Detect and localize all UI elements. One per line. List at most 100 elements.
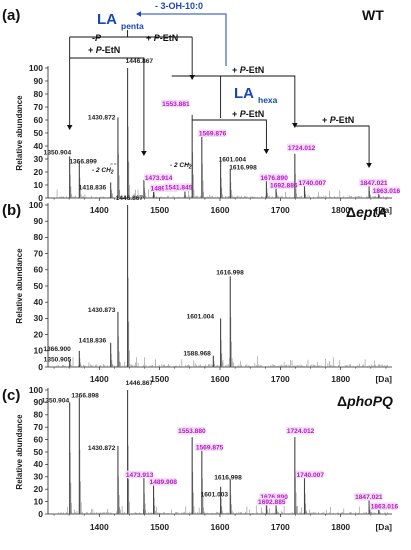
peak-label: 1676.890 (260, 175, 288, 182)
y-tick-label: 90 (34, 76, 44, 86)
peak-label-bg (163, 183, 192, 191)
peak-label: 1430.872 (88, 445, 116, 452)
peak-label: 1692.886 (270, 182, 298, 189)
x-axis-units: [Da] (375, 374, 392, 384)
panel-label: (b) (2, 202, 21, 219)
y-tick-label: 50 (34, 281, 44, 291)
x-tick-label: 1700 (271, 374, 290, 384)
ch2-loss-label: - 2 CH2 (170, 162, 192, 171)
peak-label: 1724.012 (287, 428, 315, 435)
x-tick-label: 1700 (271, 522, 290, 532)
peak-label-bg (194, 443, 223, 451)
arrow-head (366, 163, 372, 168)
peak-label: 1601.004 (219, 157, 247, 164)
y-tick-label: 60 (34, 265, 44, 275)
spectrum-panel-3: 0 10 20 30 40 50 60 70 80 90 100 1400 1500 1600 1700 18… (2, 380, 399, 532)
x-tick-label: 1800 (331, 205, 350, 215)
peak-label-bg (269, 181, 298, 189)
peak-label-bg (148, 478, 177, 486)
y-tick-label: 80 (34, 232, 44, 242)
peak-label-bg (286, 143, 315, 152)
bracket-arrow (171, 75, 296, 124)
spectrum-panel-1: 0 10 20 30 40 50 60 70 80 90 100 1400 1500 1600 1700 18… (2, 7, 401, 215)
peak-label-bg (257, 497, 286, 506)
peak-label: 1724.012 (288, 145, 316, 152)
peak-label: 1446.867 (126, 380, 154, 387)
bracket-label-plus-petn: + P-EtN (232, 65, 264, 75)
y-tick-label: 30 (34, 313, 44, 323)
y-tick-label: 0 (38, 193, 43, 203)
y-tick-label: 100 (29, 385, 43, 395)
peak-label: 1553.880 (178, 428, 206, 435)
peak-label: 1676.890 (260, 494, 288, 501)
blue-loss-arrow (136, 11, 227, 66)
bracket-arrow (294, 125, 370, 164)
peak-label: 1616.998 (214, 474, 242, 481)
peak-label: 1601.004 (187, 313, 215, 320)
peak-label: 1366.899 (69, 159, 97, 166)
y-tick-label: 30 (34, 472, 44, 482)
peak-label: 1446.867 (126, 58, 154, 65)
peak-label-bg (297, 178, 326, 187)
la-hexa-subscript: hexa (258, 95, 278, 105)
peak-label: 1489.908 (150, 479, 178, 486)
x-tick-label: 1600 (211, 522, 230, 532)
peak-label: 1446.867 (116, 195, 144, 202)
peak-label: 1473.913 (126, 472, 154, 479)
peak-label: 1616.998 (216, 269, 244, 276)
peak-label-bg (197, 129, 226, 137)
peak-label: 1366.898 (71, 392, 99, 399)
annotations-panel-a: LA penta LA hexa - 3-OH-10:0 -P + P-EtN + P-EtN… (66, 1, 372, 176)
x-tick-label: 1600 (211, 205, 230, 215)
peak-label: 1350.904 (44, 149, 72, 156)
y-tick-label: 60 (34, 115, 44, 125)
peak-label: 1588.968 (183, 351, 211, 358)
peak-label: 1847.021 (360, 180, 388, 187)
peak-label-bg (354, 492, 383, 501)
peak-label: 1418.836 (79, 338, 107, 345)
peak-label-bg (259, 173, 288, 182)
y-tick-label: 20 (34, 329, 44, 339)
panel-label: (a) (2, 7, 20, 24)
peak-label: 1863.016 (371, 504, 399, 511)
bracket-label-plus-petn: + P-EtN (88, 45, 120, 55)
peak-label: 1430.873 (88, 307, 116, 314)
x-tick-label: 1500 (150, 522, 169, 532)
arrow-head (263, 149, 270, 154)
y-tick-label: 40 (34, 297, 44, 307)
peak-label: 1847.021 (355, 494, 383, 501)
y-tick-label: 40 (34, 459, 44, 469)
bracket-label-plus-petn: + P-EtN (232, 109, 264, 119)
x-tick-label: 1500 (150, 374, 169, 384)
arrow-head (292, 123, 298, 128)
peak-label-bg (143, 173, 172, 182)
peak-label: 1473.914 (145, 175, 173, 182)
la-hexa-label: LA (234, 85, 254, 102)
y-tick-label: 90 (34, 397, 44, 407)
bracket-arrow (192, 119, 267, 150)
spectrum-panel-2: 0 10 20 30 40 50 60 70 80 90 100 1400 1500 1600 1700 18… (2, 195, 392, 384)
peak-label: 1569.876 (199, 131, 227, 138)
peak-label: 1350.905 (44, 357, 72, 364)
arrow-head (136, 11, 141, 17)
y-tick-label: 70 (34, 248, 44, 258)
y-tick-label: 0 (38, 509, 43, 519)
peak-label: 1740.007 (296, 472, 324, 479)
peak-label: 1863.016 (373, 188, 401, 195)
x-tick-label: 1800 (331, 374, 350, 384)
bracket-arrow (69, 57, 145, 152)
peak-label: 1418.836 (79, 184, 107, 191)
y-tick-label: 50 (34, 447, 44, 457)
x-tick-label: 1400 (90, 374, 109, 384)
peak-label: 1569.875 (196, 445, 224, 452)
y-tick-label: 30 (34, 154, 44, 164)
y-tick-label: 10 (34, 346, 44, 356)
peak-label-bg (369, 502, 398, 510)
arrow-head (141, 151, 147, 156)
strain-label: ΔphoPQ (337, 393, 393, 409)
peak-label: 1601.003 (201, 492, 229, 499)
x-axis-units: [Da] (375, 205, 392, 215)
peak-label: 1430.872 (88, 114, 116, 121)
